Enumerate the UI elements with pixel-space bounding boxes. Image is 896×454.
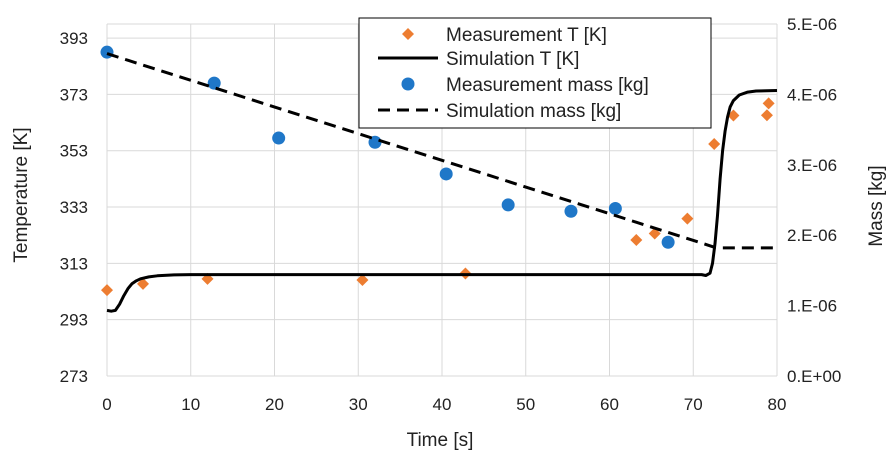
measurement-mass-point bbox=[207, 76, 221, 90]
left-tick-label: 353 bbox=[60, 142, 88, 161]
legend-label: Simulation mass [kg] bbox=[446, 101, 621, 122]
x-tick-label: 0 bbox=[102, 395, 111, 414]
simulation-temperature-line bbox=[106, 89, 778, 313]
measurement-mass-point bbox=[439, 167, 453, 181]
measurement-temperature-point bbox=[727, 109, 740, 122]
right-tick-label: 5.E-06 bbox=[787, 15, 837, 34]
legend-label: Measurement mass [kg] bbox=[446, 75, 649, 96]
measurement-mass-point bbox=[100, 45, 114, 59]
measurement-temperature-point bbox=[762, 97, 775, 110]
legend-label: Measurement T [K] bbox=[446, 25, 607, 46]
right-tick-label: 2.E-06 bbox=[787, 226, 837, 245]
right-tick-label: 1.E-06 bbox=[787, 297, 837, 316]
right-axis-tick-labels: 0.E+00 1.E-06 2.E-06 3.E-06 4.E-06 5.E-06 bbox=[787, 15, 841, 386]
legend-marker-measurement-mass bbox=[401, 77, 415, 91]
series-layer bbox=[100, 45, 778, 313]
measurement-temperature-point bbox=[708, 137, 721, 150]
left-tick-label: 293 bbox=[60, 311, 88, 330]
x-tick-label: 40 bbox=[433, 395, 452, 414]
x-tick-label: 60 bbox=[600, 395, 619, 414]
measurement-temperature-point bbox=[101, 284, 113, 297]
measurement-mass-point bbox=[608, 201, 622, 215]
measurement-mass-point bbox=[564, 204, 578, 218]
measurement-mass-point bbox=[272, 131, 286, 145]
measurement-mass-point bbox=[501, 198, 515, 212]
right-tick-label: 0.E+00 bbox=[787, 367, 841, 386]
simulation-mass-line bbox=[106, 52, 777, 250]
legend: Measurement T [K] Simulation T [K] Measure… bbox=[358, 17, 712, 129]
measurement-temperature-point bbox=[681, 212, 694, 225]
right-axis-title: Mass [kg] bbox=[866, 165, 887, 246]
measurement-mass-point bbox=[368, 135, 382, 149]
x-axis-tick-labels: 0 10 20 30 40 50 60 70 80 bbox=[102, 395, 786, 414]
right-tick-label: 3.E-06 bbox=[787, 156, 837, 175]
right-tick-label: 4.E-06 bbox=[787, 85, 837, 104]
left-axis-title: Temperature [K] bbox=[11, 127, 32, 262]
x-tick-label: 30 bbox=[349, 395, 368, 414]
measurement-temperature-point bbox=[630, 233, 643, 246]
x-tick-label: 50 bbox=[516, 395, 535, 414]
measurement-temperature-point bbox=[137, 277, 150, 290]
x-axis-title: Time [s] bbox=[407, 430, 474, 451]
left-axis-tick-labels: 273 293 313 333 353 373 393 bbox=[60, 29, 88, 386]
measurement-mass-point bbox=[661, 235, 675, 249]
x-tick-label: 20 bbox=[265, 395, 284, 414]
legend-label: Simulation T [K] bbox=[446, 49, 579, 70]
left-tick-label: 313 bbox=[60, 254, 88, 273]
legend-marker-measurement-temperature bbox=[402, 28, 414, 40]
left-tick-label: 373 bbox=[60, 85, 88, 104]
x-tick-label: 10 bbox=[181, 395, 200, 414]
left-tick-label: 333 bbox=[60, 198, 88, 217]
x-tick-label: 80 bbox=[768, 395, 787, 414]
x-tick-label: 70 bbox=[684, 395, 703, 414]
measurement-temperature-point bbox=[356, 273, 369, 286]
left-tick-label: 273 bbox=[60, 367, 88, 386]
left-tick-label: 393 bbox=[60, 29, 88, 48]
measurement-temperature-point bbox=[760, 109, 773, 122]
